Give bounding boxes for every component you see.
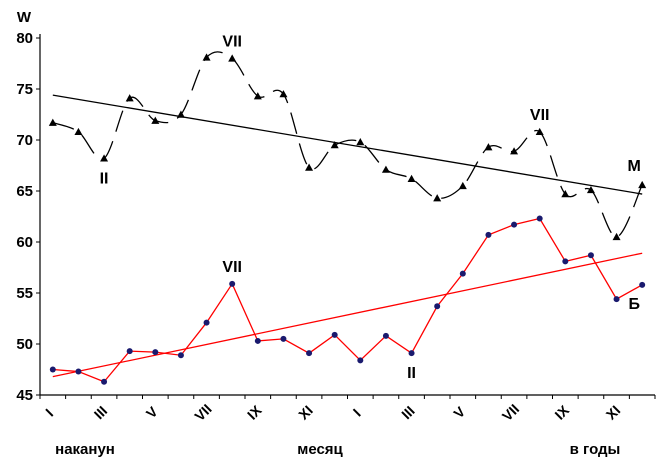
marker-m (253, 92, 262, 100)
marker-m (381, 165, 390, 173)
chart-labels: М Б VII II VII VII II (100, 33, 641, 382)
marker-b (587, 252, 594, 259)
x-tick-label: V (450, 403, 468, 421)
y-tick-label: 50 (16, 336, 33, 353)
marker-b (203, 319, 210, 326)
marker-b (459, 270, 466, 277)
marker-b (101, 378, 108, 385)
annotation-label: II (100, 170, 109, 187)
x-tick-label: III (91, 403, 111, 423)
marker-b (177, 352, 184, 359)
annotation-label: VII (530, 107, 550, 124)
x-tick-label: XI (295, 402, 316, 423)
marker-b (49, 366, 56, 373)
marker-m (48, 118, 57, 126)
marker-m (125, 94, 134, 102)
series-lines (52, 51, 643, 383)
x-tick-label: XI (603, 402, 624, 423)
y-tick-label: 80 (16, 30, 33, 47)
marker-b (382, 332, 389, 339)
x-tick-label: I (350, 405, 364, 419)
marker-m (176, 110, 185, 118)
marker-m (228, 54, 237, 62)
marker-m (458, 181, 467, 190)
series-line-b (52, 217, 643, 383)
x-tick-label: I (42, 405, 56, 419)
x-group-label: наканун (55, 441, 115, 458)
marker-b (562, 258, 569, 265)
marker-b (613, 296, 620, 303)
marker-b (408, 350, 415, 357)
marker-b (152, 349, 159, 356)
marker-m (561, 190, 570, 198)
y-tick-label: 60 (16, 234, 33, 251)
x-tick-label: V (143, 403, 161, 421)
y-tick-label: 65 (16, 183, 33, 200)
x-tick-label: IX (551, 402, 572, 423)
x-group-label: в годы (570, 441, 621, 458)
y-tick-label: 75 (16, 81, 33, 98)
marker-b (536, 215, 543, 222)
marker-m (612, 232, 621, 241)
marker-m (638, 180, 647, 189)
y-tick-label: 45 (16, 387, 33, 404)
marker-m (433, 194, 442, 202)
marker-m (330, 141, 339, 149)
series-markers (48, 53, 647, 385)
marker-b (229, 280, 236, 287)
annotation-label: II (407, 365, 416, 382)
marker-b (254, 337, 261, 344)
marker-b (280, 335, 287, 342)
x-tick-label: III (398, 403, 418, 423)
marker-m (586, 185, 595, 194)
marker-m (510, 147, 519, 155)
trend-line-1 (52, 252, 643, 378)
marker-m (279, 90, 288, 98)
annotation-label: VII (222, 33, 242, 50)
x-tick-label: IX (244, 402, 265, 423)
trend-lines (52, 94, 643, 378)
marker-b (75, 368, 82, 375)
marker-m (202, 53, 211, 61)
trend-line-0 (52, 94, 643, 195)
x-group-label: месяц (297, 441, 343, 458)
marker-b (434, 303, 441, 310)
marker-m (407, 174, 416, 182)
series-label: Б (628, 296, 640, 313)
x-tick-label: VII (191, 401, 214, 424)
marker-b (306, 350, 313, 357)
marker-m (535, 127, 544, 136)
marker-m (100, 154, 109, 162)
marker-m (484, 143, 493, 151)
marker-m (305, 163, 314, 171)
x-tick-label: VII (499, 401, 522, 424)
marker-b (331, 331, 338, 338)
annotation-label: VII (222, 259, 242, 276)
marker-m (151, 116, 160, 124)
series-line-m (52, 51, 643, 238)
y-tick-label: 70 (16, 132, 33, 149)
marker-m (356, 138, 365, 146)
marker-b (639, 281, 646, 288)
marker-b (485, 231, 492, 238)
y-tick-label: 55 (16, 285, 33, 302)
marker-b (511, 221, 518, 228)
marker-b (357, 357, 364, 364)
series-label: М (628, 158, 641, 175)
marker-b (126, 348, 133, 355)
marker-m (74, 127, 83, 136)
y-axis-title: W (17, 9, 32, 26)
